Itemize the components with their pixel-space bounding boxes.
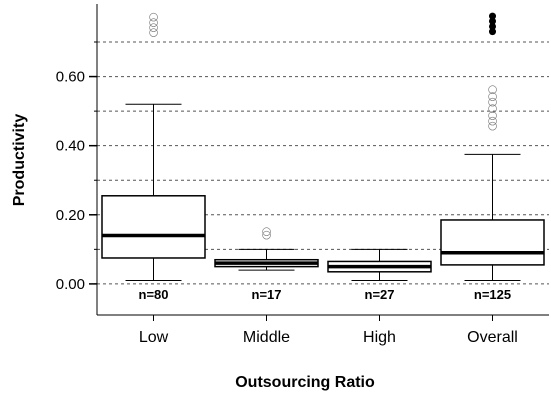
- outlier-marker: ○: [149, 10, 159, 23]
- outlier-marker: ○: [488, 95, 498, 108]
- extreme-marker: [489, 17, 496, 25]
- y-tick-label: 0.20: [56, 207, 85, 224]
- box-low: ○○○○n=80: [101, 10, 206, 302]
- boxes: ○○○○n=80○○n=17 n=27○○○○○○○n=125: [101, 10, 545, 302]
- outlier-marker: ○: [488, 83, 498, 96]
- outlier-marker: ○: [149, 26, 159, 39]
- x-tick-label: High: [363, 329, 396, 346]
- outlier-marker: ○: [488, 102, 498, 115]
- outlier-marker: ○: [149, 15, 159, 28]
- extreme-marker: [489, 12, 496, 20]
- outlier-marker: ○: [488, 109, 498, 122]
- n-label: n=80: [139, 287, 169, 302]
- x-tick-label: Middle: [243, 329, 290, 346]
- axes: [96, 4, 549, 316]
- outlier-marker: ○: [488, 114, 498, 127]
- box-middle: ○○ n=17: [214, 224, 319, 302]
- outlier-marker: ○: [488, 90, 498, 103]
- outlier-marker: ○: [262, 228, 272, 241]
- extreme-marker: [489, 22, 496, 30]
- n-label: n=27: [365, 287, 395, 302]
- y-tick-label: 0.60: [56, 69, 85, 86]
- y-axis-title: Productivity: [11, 114, 28, 207]
- iqr-box: [101, 195, 206, 259]
- x-tick-label: Overall: [467, 329, 518, 346]
- box-high: n=27: [327, 248, 432, 302]
- y-tick-label: 0.40: [56, 138, 85, 155]
- x-axis-title: Outsourcing Ratio: [235, 374, 375, 391]
- extreme-marker: [489, 28, 496, 36]
- outlier-marker: ○: [488, 119, 498, 132]
- y-ticks: 0.00 0.20 0.40 0.60: [56, 69, 97, 293]
- x-tick-labels: Low Middle High Overall: [139, 315, 518, 346]
- outlier-marker: ○: [149, 20, 159, 33]
- x-tick-label: Low: [139, 329, 169, 346]
- y-tick-label: 0.00: [56, 276, 85, 293]
- iqr-box: [440, 219, 545, 266]
- box-overall: ○○○○○○○n=125: [440, 12, 545, 302]
- outlier-marker: ○: [262, 224, 272, 237]
- n-label: n=125: [474, 287, 511, 302]
- n-label: n=17: [252, 287, 282, 302]
